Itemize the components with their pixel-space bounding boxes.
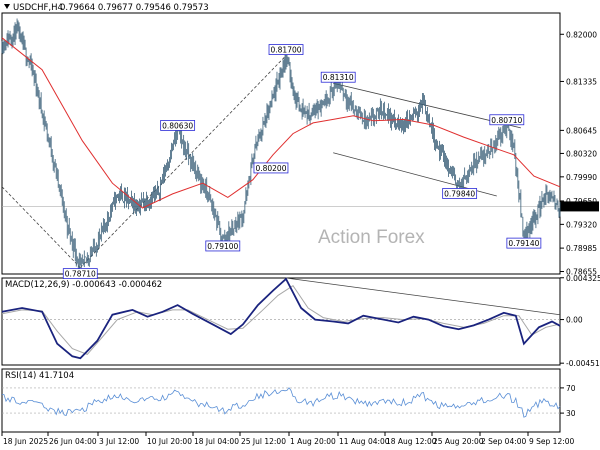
time-tick-label: 25 Jul 12:00: [241, 437, 286, 446]
rsi-panel: [1, 368, 561, 433]
price-panel: [1, 12, 561, 275]
rsi-tick-label: 30: [566, 409, 576, 418]
time-tick-label: 18 Jul 04:00: [194, 437, 239, 446]
pivot-label: 0.80630: [162, 121, 193, 130]
macd-tick-label: 0.004325: [566, 274, 600, 283]
dashed-trendline: [79, 55, 287, 268]
watermark: Action Forex: [318, 227, 425, 248]
time-tick-label: 26 Jun 04:00: [49, 437, 97, 446]
pivot-label-box: [253, 162, 289, 174]
price-tick-label: 0.78655: [566, 268, 597, 277]
macd-line: [1, 277, 561, 360]
price-tick-label: 0.81335: [566, 77, 597, 86]
current-price-label: 0.79573: [564, 202, 595, 211]
pivot-label-box: [268, 44, 304, 55]
pivot-label-box: [442, 188, 478, 199]
pivot-label-box: [62, 268, 98, 280]
pivot-label-box: [489, 114, 525, 126]
ohlc-values: 0.79664 0.79677 0.79546 0.79573: [60, 3, 209, 13]
pivot-label: 0.81700: [271, 46, 302, 55]
price-tick-label: 0.80320: [566, 149, 597, 158]
time-tick-label: 9 Sep 12:00: [529, 437, 575, 446]
time-tick-label: 18 Jun 2025: [3, 437, 48, 446]
time-tick-label: 25 Aug 20:00: [433, 437, 484, 446]
time-tick-label: 10 Jul 20:00: [147, 437, 192, 446]
pivot-label-box: [506, 237, 542, 249]
pivot-label: 0.80710: [491, 116, 522, 125]
pivot-label-box: [320, 71, 356, 83]
macd-trendline: [285, 277, 561, 316]
symbol-label: USDCHF,H4: [13, 3, 63, 13]
rsi-tick-label: 70: [566, 384, 576, 393]
macd-tick-label: 0.00: [566, 316, 583, 325]
rsi-title: RSI(14) 41.7104: [5, 371, 74, 381]
time-tick-label: 11 Aug 04:00: [339, 437, 390, 446]
time-tick-label: 3 Jul 12:00: [99, 437, 139, 446]
price-tick-label: 0.80645: [566, 126, 597, 135]
macd-title: MACD(12,26,9) -0.000643 -0.000462: [5, 280, 162, 290]
price-tick-label: 0.82000: [566, 30, 597, 39]
pivot-label: 0.79100: [207, 242, 238, 251]
rsi-line: [1, 387, 561, 418]
pivot-label-box: [205, 240, 241, 252]
price-tick-label: 0.78985: [566, 244, 597, 253]
pivot-label-box: [160, 120, 196, 131]
pivot-label: 0.78710: [65, 270, 96, 279]
pivot-label: 0.80200: [255, 164, 286, 173]
macd-tick-label: -0.004511: [566, 359, 600, 368]
time-tick-label: 1 Aug 20:00: [290, 437, 336, 446]
macd-signal-line: [1, 285, 561, 355]
macd-panel: [1, 277, 561, 366]
price-tick-label: 0.79990: [566, 173, 597, 182]
pivot-label: 0.79840: [444, 189, 475, 198]
time-tick-label: 18 Aug 12:00: [386, 437, 437, 446]
moving-average-line: [1, 37, 561, 209]
dashed-trendline: [1, 186, 81, 268]
pivot-label: 0.81310: [323, 73, 354, 82]
pivot-label: 0.79140: [508, 239, 539, 248]
triangle-down-icon[interactable]: [4, 4, 10, 9]
time-tick-label: 2 Sep 04:00: [481, 437, 527, 446]
price-tick-label: 0.79320: [566, 220, 597, 229]
current-price-box: [560, 201, 599, 212]
